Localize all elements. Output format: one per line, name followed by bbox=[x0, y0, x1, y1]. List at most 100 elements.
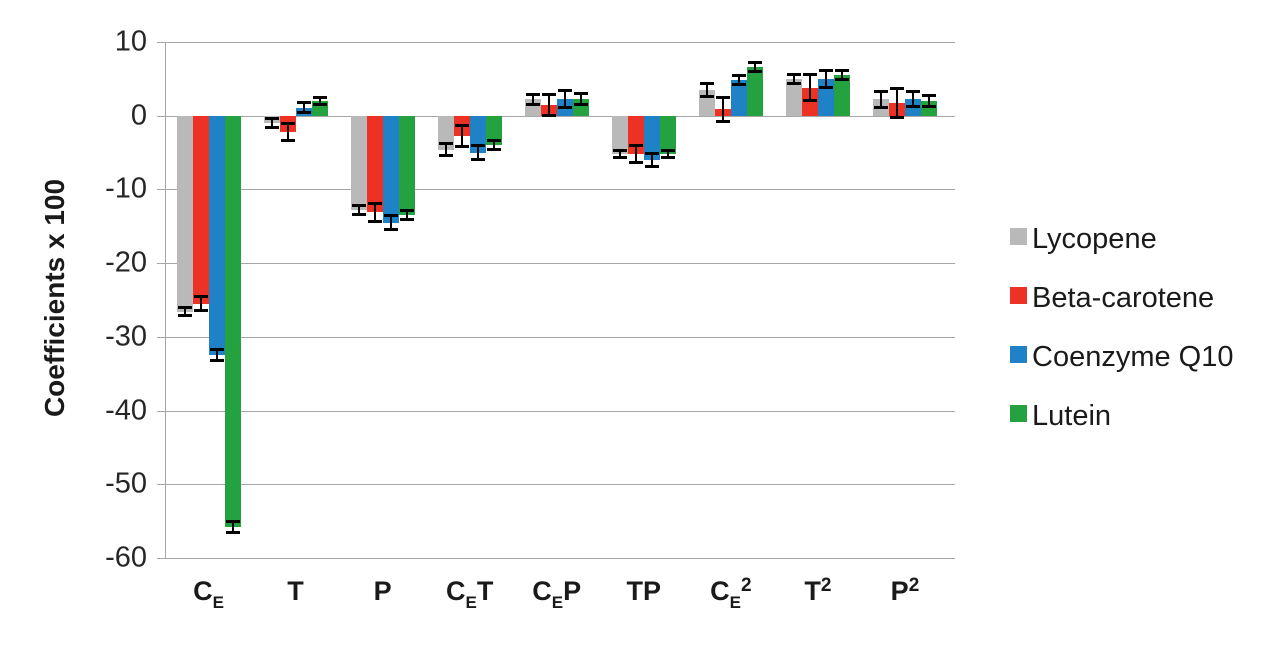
legend-swatch bbox=[1010, 228, 1027, 245]
bar-coenzyme-q10-ce bbox=[208, 115, 225, 356]
error-bar bbox=[373, 202, 376, 222]
label-text: T bbox=[287, 576, 304, 606]
legend-label: Lutein bbox=[1032, 400, 1112, 432]
error-bar-cap bbox=[612, 156, 627, 160]
legend-swatch bbox=[1010, 405, 1027, 422]
gridline bbox=[165, 484, 955, 486]
error-bar bbox=[286, 123, 289, 141]
error-bar bbox=[563, 89, 566, 108]
error-bar-cap bbox=[438, 141, 453, 145]
label-text: C bbox=[446, 576, 466, 606]
error-bar bbox=[579, 92, 582, 105]
error-bar bbox=[492, 140, 495, 151]
bar-lutein-p2 bbox=[920, 100, 937, 116]
bar-lutein-tp bbox=[659, 115, 676, 155]
y-axis-tick bbox=[157, 115, 165, 117]
error-bar-cap bbox=[573, 102, 588, 106]
error-bar-cap bbox=[454, 145, 469, 149]
error-bar bbox=[879, 90, 882, 109]
error-bar-cap bbox=[399, 209, 414, 213]
label-text: T bbox=[804, 576, 821, 606]
error-bar-cap bbox=[225, 530, 240, 534]
error-bar bbox=[199, 296, 202, 312]
error-bar-cap bbox=[541, 92, 556, 96]
label-text: T bbox=[476, 576, 494, 606]
label-text: TP bbox=[626, 576, 662, 606]
gridline bbox=[165, 410, 955, 412]
error-bar-cap bbox=[225, 520, 240, 524]
superscript: 2 bbox=[820, 575, 832, 596]
legend-item-lycopene: Lycopene bbox=[1010, 224, 1157, 254]
error-bar-cap bbox=[209, 348, 224, 352]
gridline bbox=[165, 42, 955, 43]
error-bar-cap bbox=[193, 295, 208, 299]
error-bar bbox=[705, 82, 708, 98]
label-text: P bbox=[563, 576, 582, 606]
error-bar-cap bbox=[541, 113, 556, 117]
error-bar-cap bbox=[747, 70, 762, 74]
y-tick-label: -20 bbox=[105, 246, 147, 279]
error-bar-cap bbox=[193, 309, 208, 313]
error-bar-cap bbox=[525, 102, 540, 106]
legend-label: Beta-carotene bbox=[1032, 282, 1215, 314]
error-bar-cap bbox=[802, 98, 817, 102]
error-bar-cap bbox=[905, 89, 920, 93]
error-bar-cap bbox=[557, 88, 572, 92]
error-bar-cap bbox=[470, 144, 485, 148]
label-text: P bbox=[890, 576, 909, 606]
legend-item-lutein: Lutein bbox=[1010, 401, 1111, 431]
superscript: 2 bbox=[740, 575, 752, 596]
x-axis-label-ce: CE bbox=[193, 578, 224, 612]
error-bar-cap bbox=[296, 101, 311, 105]
bar-coenzyme-q10-p bbox=[382, 115, 399, 223]
bar-lycopene-tp bbox=[611, 115, 628, 155]
x-axis-label-p: P bbox=[374, 578, 392, 605]
error-bar-cap bbox=[834, 69, 849, 72]
label-text: C bbox=[532, 576, 552, 606]
error-bar bbox=[302, 102, 305, 113]
legend-item-beta-carotene: Beta-carotene bbox=[1010, 283, 1214, 313]
error-bar-cap bbox=[786, 72, 801, 76]
error-bar bbox=[737, 75, 740, 86]
error-bar-cap bbox=[731, 83, 746, 87]
error-bar bbox=[531, 94, 534, 105]
subscript: E bbox=[551, 593, 564, 612]
error-bar-cap bbox=[818, 85, 833, 89]
bar-lutein-cet bbox=[485, 115, 502, 146]
superscript: 2 bbox=[908, 575, 920, 596]
error-bar-cap bbox=[557, 105, 572, 109]
error-bar-cap bbox=[889, 87, 904, 91]
error-bar-cap bbox=[715, 95, 730, 99]
error-bar bbox=[927, 95, 930, 107]
error-bar bbox=[634, 145, 637, 163]
error-bar bbox=[460, 125, 463, 148]
error-bar-cap bbox=[399, 218, 414, 222]
x-axis-label-cep: CEP bbox=[532, 576, 582, 612]
error-bar-cap bbox=[209, 359, 224, 363]
gridline bbox=[165, 189, 955, 191]
error-bar-cap bbox=[296, 110, 311, 114]
y-axis-tick bbox=[157, 410, 165, 412]
error-bar bbox=[753, 61, 756, 73]
error-bar-cap bbox=[573, 91, 588, 95]
y-axis-tick bbox=[157, 189, 165, 191]
error-bar bbox=[895, 88, 898, 118]
error-bar bbox=[650, 152, 653, 168]
error-bar-cap bbox=[367, 219, 382, 223]
error-bar bbox=[183, 307, 186, 317]
gridline bbox=[165, 115, 955, 117]
legend-label: Coenzyme Q10 bbox=[1032, 341, 1234, 373]
error-bar-cap bbox=[660, 156, 675, 160]
error-bar-cap bbox=[905, 104, 920, 108]
legend-swatch bbox=[1010, 346, 1027, 363]
error-bar-cap bbox=[264, 126, 279, 130]
error-bar-cap bbox=[628, 144, 643, 148]
y-tick-label: 10 bbox=[114, 25, 147, 58]
x-axis-label-tp: TP bbox=[627, 578, 662, 605]
error-bar-cap bbox=[921, 104, 936, 108]
plot-area bbox=[165, 42, 955, 559]
x-axis-label-cet: CET bbox=[446, 576, 494, 612]
error-bar-cap bbox=[312, 103, 327, 107]
error-bar bbox=[476, 145, 479, 160]
